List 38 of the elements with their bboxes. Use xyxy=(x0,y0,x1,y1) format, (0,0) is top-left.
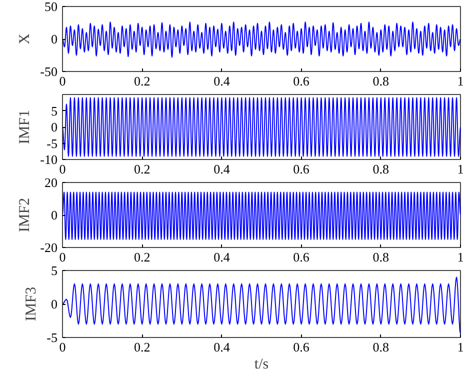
x-tick-label: 0.8 xyxy=(372,250,390,264)
x-tick-label: 0.4 xyxy=(214,250,230,264)
x-tick-label: 0.6 xyxy=(293,250,310,264)
x-tick-label: 0.6 xyxy=(293,74,310,88)
x-tick-label: 0.6 xyxy=(293,340,310,354)
x-tick-label: 0.2 xyxy=(134,250,150,264)
y-tick-label: 0 xyxy=(51,120,58,134)
y-tick-label: -50 xyxy=(40,64,58,79)
x-tick-label: 0.8 xyxy=(372,74,390,88)
y-tick-label: -10 xyxy=(40,152,58,167)
x-tick-label: 1 xyxy=(457,250,464,264)
y-tick-label: -5 xyxy=(46,330,58,345)
x-tick-label: 0.4 xyxy=(214,74,230,88)
y-tick-label: 0 xyxy=(51,208,58,222)
y-tick-label: -20 xyxy=(40,240,58,255)
x-tick-label: 1 xyxy=(457,340,464,354)
x-tick-label: 0.8 xyxy=(372,162,390,176)
y-tick-label: -5 xyxy=(46,136,58,151)
x-tick-label: 0.4 xyxy=(214,162,230,176)
x-axis-title: t/s xyxy=(254,356,269,372)
x-tick-label: 0.8 xyxy=(372,340,390,354)
x-tick-label: 0.2 xyxy=(134,74,150,88)
y-axis-title: IMF1 xyxy=(17,110,34,144)
x-tick-label: 1 xyxy=(457,74,464,88)
x-tick-label: 0.2 xyxy=(134,162,150,176)
y-tick-label: 20 xyxy=(44,175,58,190)
y-tick-label: 5 xyxy=(51,103,58,118)
y-tick-label: 50 xyxy=(44,0,58,14)
y-tick-label: 0 xyxy=(51,32,58,46)
y-axis-title: IMF2 xyxy=(17,198,34,232)
y-tick-label: 0 xyxy=(51,296,58,312)
y-axis-title: X xyxy=(17,33,34,44)
y-axis-title: IMF3 xyxy=(24,286,40,322)
x-tick-label: 0.2 xyxy=(134,340,150,354)
x-tick-label: 0.4 xyxy=(214,340,230,354)
x-tick-label: 0.6 xyxy=(293,162,310,176)
y-tick-label: 5 xyxy=(51,263,58,278)
x-tick-label: 1 xyxy=(457,162,464,176)
